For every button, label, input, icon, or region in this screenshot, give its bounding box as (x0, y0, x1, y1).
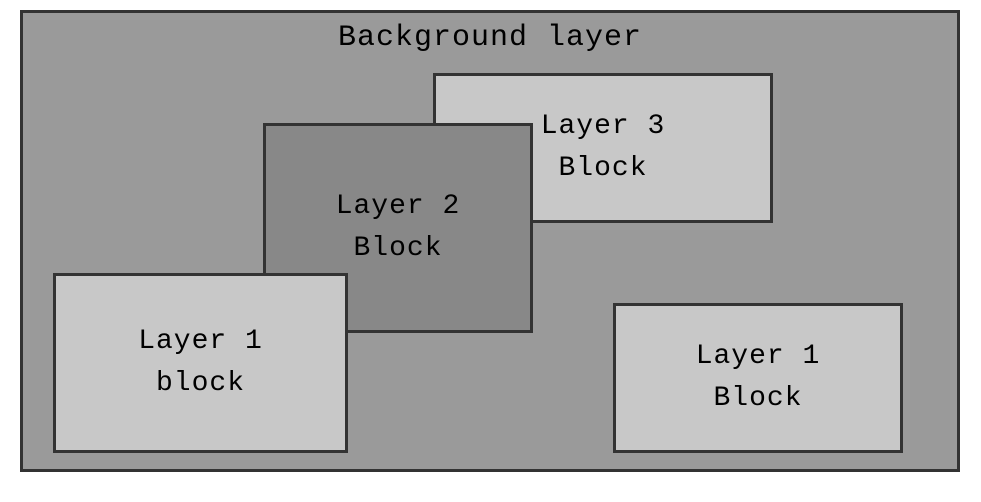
layer-3-label-line2: Block (558, 148, 647, 190)
layer-1-left-label-line2: block (156, 363, 245, 405)
layer-1-left-block: Layer 1 block (53, 273, 348, 453)
background-title: Background layer (23, 21, 957, 55)
layer-1-right-label-line2: Block (713, 378, 802, 420)
layer-2-label-line2: Block (353, 228, 442, 270)
layer-1-left-label-line1: Layer 1 (138, 321, 263, 363)
layer-1-right-label-line1: Layer 1 (696, 336, 821, 378)
background-layer: Background layer Layer 3 Block Layer 2 B… (20, 10, 960, 472)
layer-2-label-line1: Layer 2 (336, 186, 461, 228)
layer-1-right-block: Layer 1 Block (613, 303, 903, 453)
layer-3-label-line1: Layer 3 (541, 106, 666, 148)
